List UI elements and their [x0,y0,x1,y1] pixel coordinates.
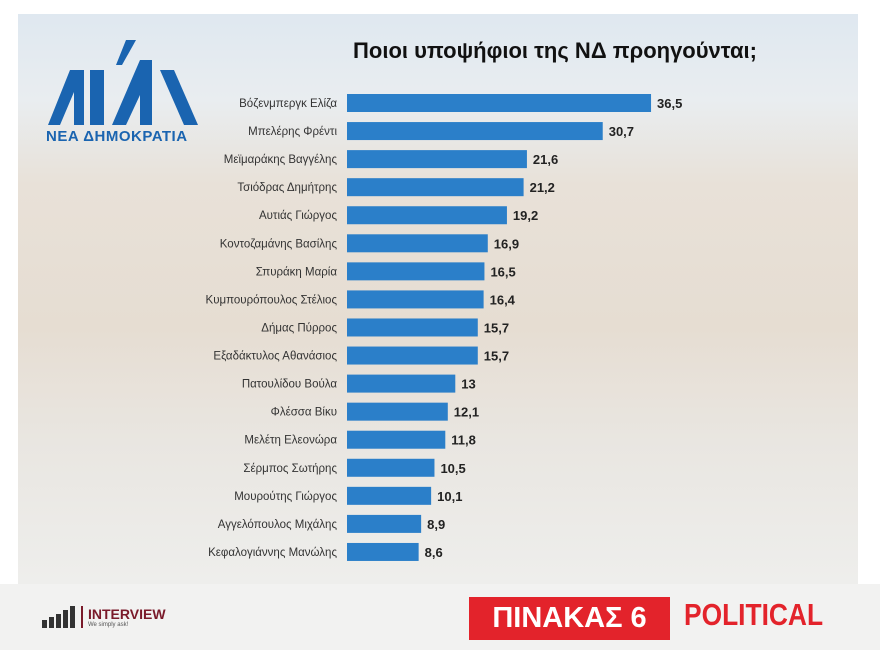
value-label: 10,5 [440,461,465,476]
bar [347,514,422,533]
bar [347,290,484,309]
value-label: 8,9 [427,517,445,532]
bar [347,234,488,253]
category-label: Μπελέρης Φρέντι [248,126,337,138]
bar [347,486,432,505]
bar [347,94,652,112]
category-label: Βόζενμπεργκ Ελίζα [239,98,337,110]
value-label: 21,6 [533,152,558,167]
value-label: 16,5 [490,264,515,279]
bar [347,206,507,225]
category-label: Φλέσσα Βίκυ [271,407,337,419]
category-label: Εξαδάκτυλος Αθανάσιος [213,351,337,363]
bar [347,346,478,365]
category-label: Μεϊμαράκης Βαγγέλης [224,154,338,166]
category-label: Μελέτη Ελεονώρα [244,435,337,447]
value-label: 21,2 [530,180,555,195]
nd-logo [48,40,198,125]
category-label: Δήμας Πύρρος [261,322,337,334]
pollster-tagline: We simply ask! [88,622,129,628]
category-label: Σέρμπος Σωτήρης [243,463,337,475]
value-label: 15,7 [484,320,509,335]
category-label: Αυτιάς Γιώργος [259,210,338,222]
category-label: Πατουλίδου Βούλα [242,379,338,391]
bar [347,150,527,169]
value-label: 16,9 [494,236,519,251]
value-label: 8,6 [425,545,443,560]
category-label: Σπυράκη Μαρία [256,266,338,278]
bar [347,318,478,337]
category-label: Αγγελόπουλος Μιχάλης [218,519,338,531]
category-label: Τσιόδρας Δημήτρης [237,182,337,194]
bar [347,262,485,281]
bar [347,542,419,561]
value-label: 10,1 [437,489,462,504]
bar [347,430,446,449]
chart-title: Ποιοι υποψήφιοι της ΝΔ προηγούνται; [353,38,757,63]
nd-logo-text: ΝΕΑ ΔΗΜΟΚΡΑΤΙΑ [46,128,188,145]
category-label: Κοντοζαμάνης Βασίλης [220,238,338,250]
value-label: 15,7 [484,349,509,364]
publication-logo: POLITICAL [684,597,824,632]
interview-logo: INTERVIEW We simply ask! [42,606,166,628]
value-label: 13 [461,377,475,392]
value-label: 12,1 [454,405,479,420]
value-label: 19,2 [513,208,538,223]
category-label: Μουρούτης Γιώργος [234,491,337,503]
value-label: 11,8 [451,433,476,448]
value-label: 30,7 [609,124,634,139]
value-label: 16,4 [490,292,516,307]
pollster-name: INTERVIEW [88,606,166,622]
bar [347,122,603,141]
table-label: ΠΙΝΑΚΑΣ 6 [469,597,670,640]
category-label: Κυμπουρόπουλος Στέλιος [206,294,338,306]
bar [347,402,448,421]
bar [347,374,456,393]
footer-background [0,584,880,650]
value-label: 36,5 [657,96,682,111]
bar [347,458,435,477]
category-label: Κεφαλογιάννης Μανώλης [208,547,337,559]
bar [347,178,524,197]
interview-bars-icon [42,606,75,628]
